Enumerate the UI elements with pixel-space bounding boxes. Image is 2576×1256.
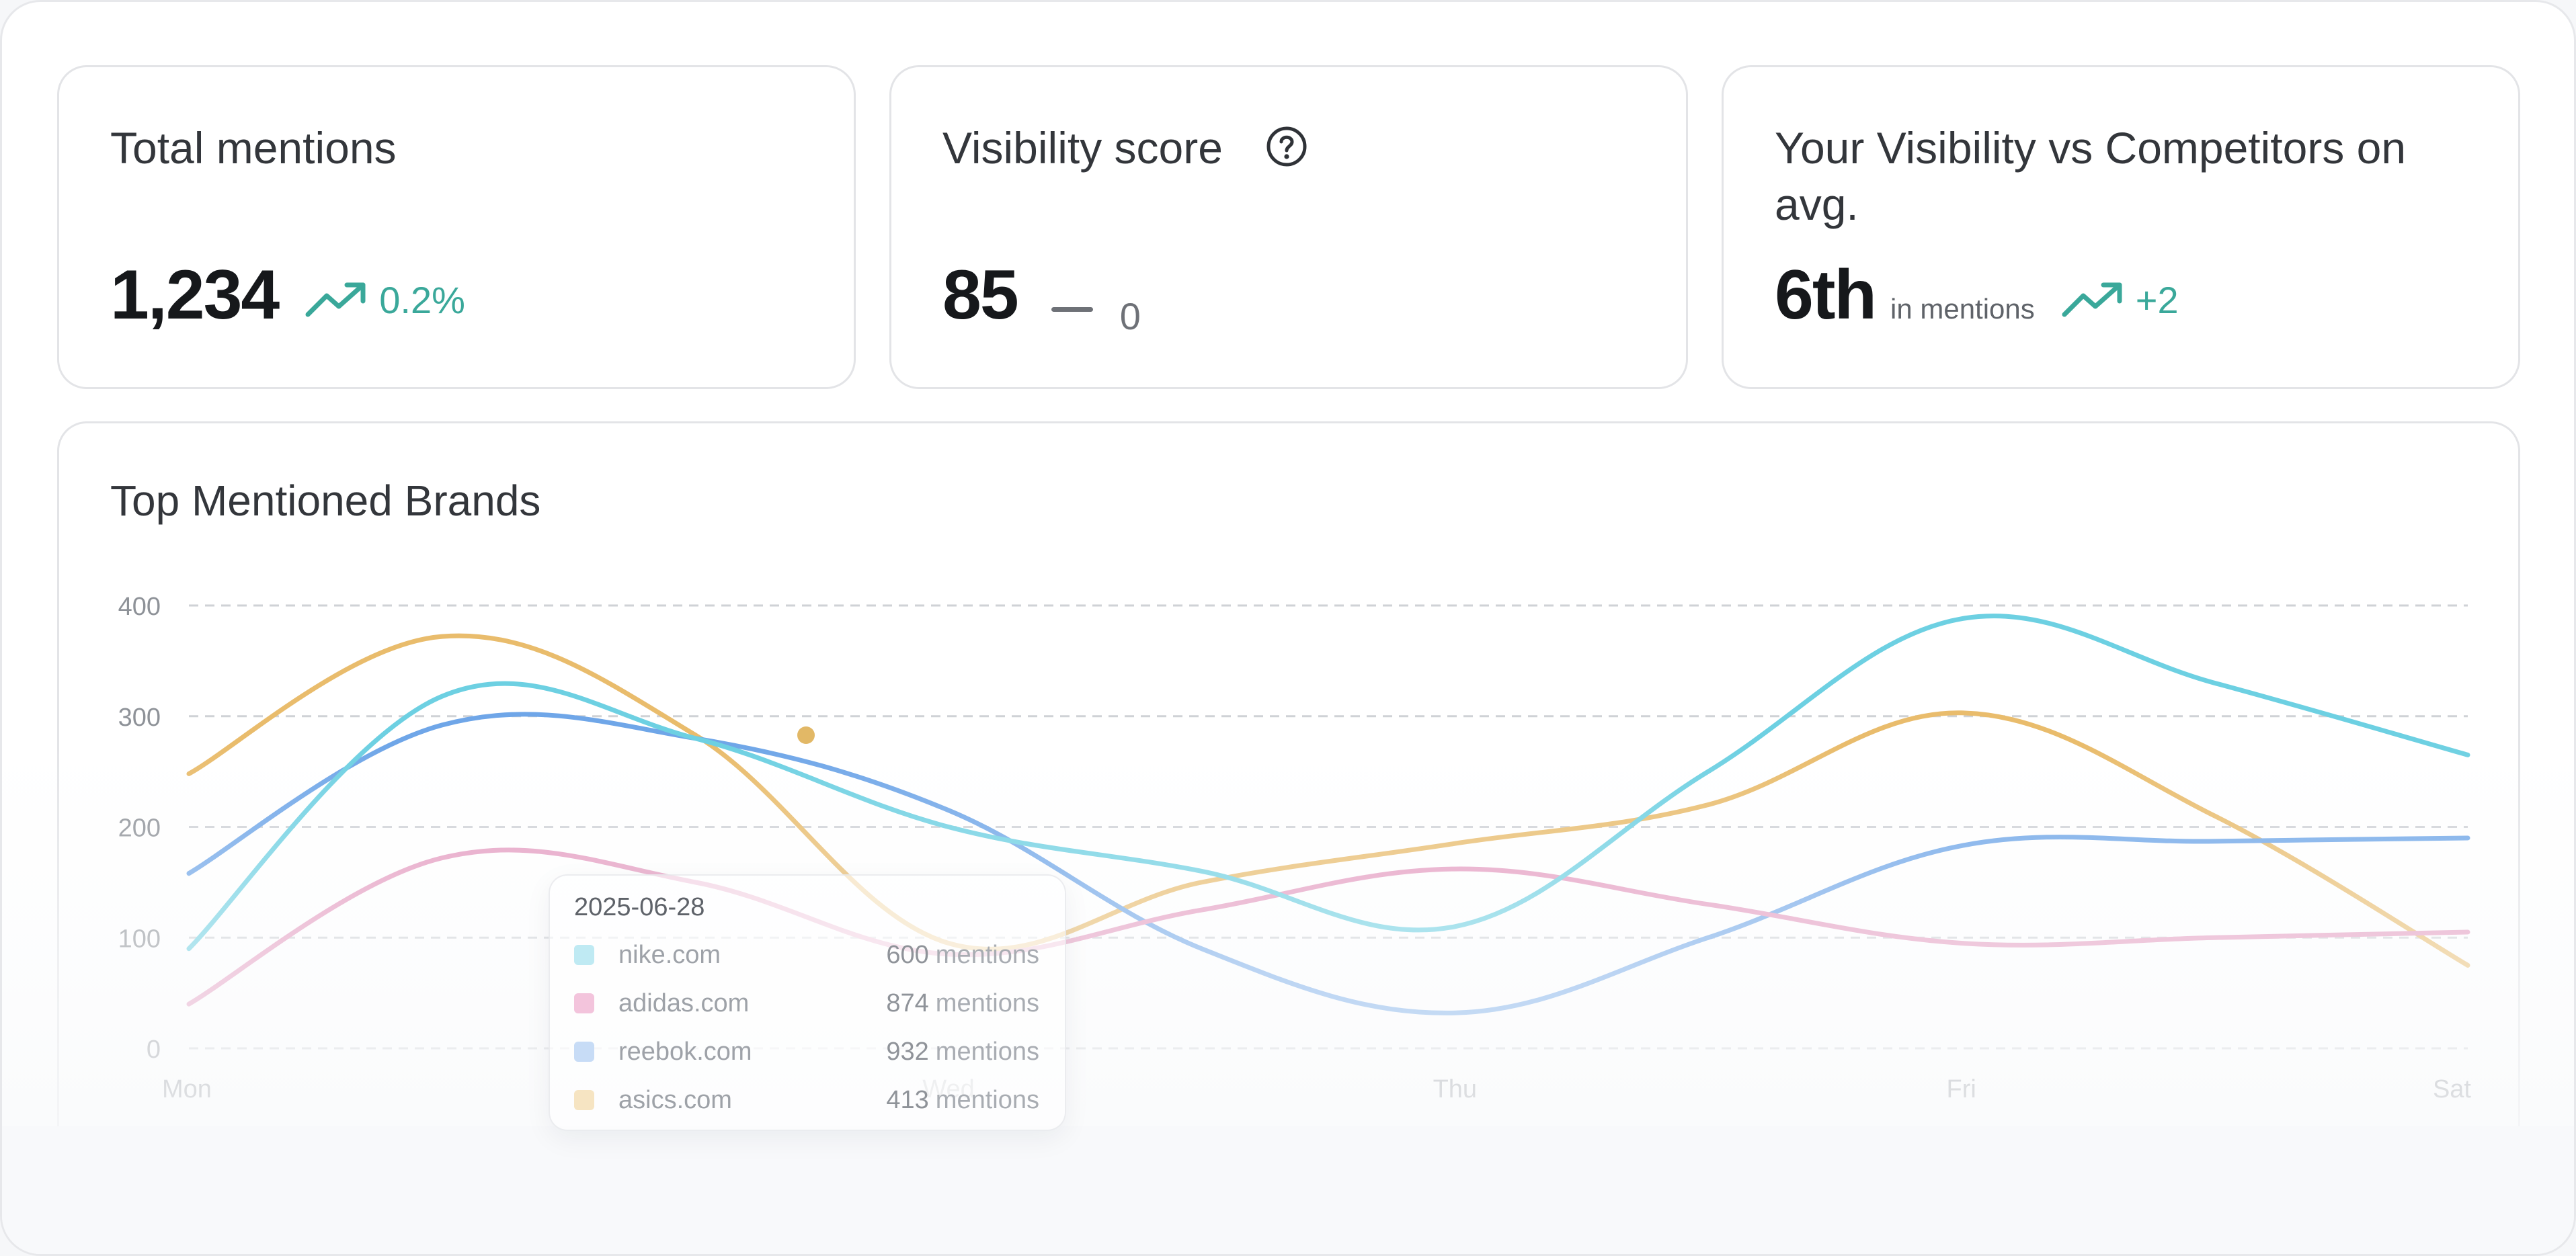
tooltip-label-asics: asics.com: [618, 1085, 732, 1114]
trending-up-icon: [305, 282, 366, 317]
total-mentions-value: 1,234: [110, 256, 280, 334]
tooltip-unit-nike: mentions: [935, 940, 1039, 969]
asics-swatch: [574, 1090, 594, 1110]
x-tick-label: Fri: [1947, 1075, 1976, 1103]
tooltip-row-nike: nike.com 600 mentions: [574, 931, 1039, 979]
tooltip-value-nike: 600: [886, 940, 929, 969]
competitors-rank-sub: in mentions: [1890, 293, 2035, 325]
y-tick-label: 100: [118, 925, 161, 953]
visibility-score-value: 85: [942, 256, 1019, 334]
total-mentions-trend: 0.2%: [305, 278, 465, 322]
competitors-rank-value: 6th: [1775, 256, 1877, 334]
x-tick-label: Sat: [2433, 1075, 2471, 1103]
total-mentions-card: Total mentions 1,234 0.2%: [57, 65, 856, 389]
competitors-trend: +2: [2062, 278, 2179, 322]
tooltip-row-asics: asics.com 413 mentions: [574, 1076, 1039, 1124]
competitors-card: Your Visibility vs Competitors on avg. 6…: [1722, 65, 2520, 389]
reebok-swatch: [574, 1042, 594, 1062]
chart-series: [186, 614, 2470, 1015]
tooltip-label-reebok: reebok.com: [618, 1037, 752, 1066]
y-tick-label: 400: [118, 593, 161, 621]
total-mentions-title: Total mentions: [110, 123, 397, 173]
tooltip-value-reebok: 932: [886, 1037, 929, 1066]
total-mentions-trend-value: 0.2%: [379, 278, 465, 321]
series-line-nike[interactable]: [186, 614, 2470, 952]
chart-grid: [189, 604, 2468, 1050]
tooltip-value-asics: 413: [886, 1085, 929, 1114]
tooltip-row-reebok: reebok.com 932 mentions: [574, 1028, 1039, 1076]
series-line-adidas[interactable]: [186, 847, 2470, 1007]
tooltip-unit-reebok: mentions: [935, 1037, 1039, 1066]
x-tick-label: Mon: [162, 1075, 212, 1103]
visibility-score-kpi: 85 0: [942, 255, 1141, 338]
hover-point[interactable]: [797, 726, 815, 744]
tooltip-label-nike: nike.com: [618, 940, 721, 969]
tooltip-unit-adidas: mentions: [935, 989, 1039, 1017]
total-mentions-kpi: 1,234 0.2%: [110, 255, 465, 335]
y-axis-ticks: 0 100 200 300 400: [118, 593, 161, 1064]
competitors-kpi: 6th in mentions +2: [1775, 255, 2179, 335]
flat-dash-icon: [1051, 307, 1093, 312]
x-tick-label: Thu: [1433, 1075, 1477, 1103]
y-tick-label: 200: [118, 814, 161, 843]
tooltip-date: 2025-06-28: [574, 893, 705, 921]
x-axis-ticks: MonWedThuFriSat: [162, 1075, 2471, 1103]
competitors-trend-value: +2: [2135, 278, 2179, 321]
competitors-title: Your Visibility vs Competitors on avg.: [1775, 123, 2407, 229]
visibility-score-change-value: 0: [1119, 295, 1141, 337]
visibility-score-card: Visibility score 85 0: [889, 65, 1688, 389]
question-circle-icon[interactable]: [1265, 125, 1308, 171]
y-tick-label: 0: [147, 1036, 161, 1064]
nike-swatch: [574, 945, 594, 965]
y-tick-label: 300: [118, 704, 161, 732]
tooltip-unit-asics: mentions: [935, 1085, 1039, 1114]
visibility-score-title: Visibility score: [942, 123, 1223, 173]
visibility-score-change: 0: [1051, 294, 1141, 338]
tooltip-value-adidas: 874: [886, 989, 929, 1017]
tooltip-row-adidas: adidas.com 874 mentions: [574, 979, 1039, 1028]
trending-up-icon: [2062, 282, 2122, 317]
chart-tooltip: 2025-06-28 nike.com 600 mentions adidas.…: [549, 874, 1066, 1131]
chart-title: Top Mentioned Brands: [110, 476, 541, 525]
tooltip-label-adidas: adidas.com: [618, 989, 750, 1017]
adidas-swatch: [574, 993, 594, 1013]
